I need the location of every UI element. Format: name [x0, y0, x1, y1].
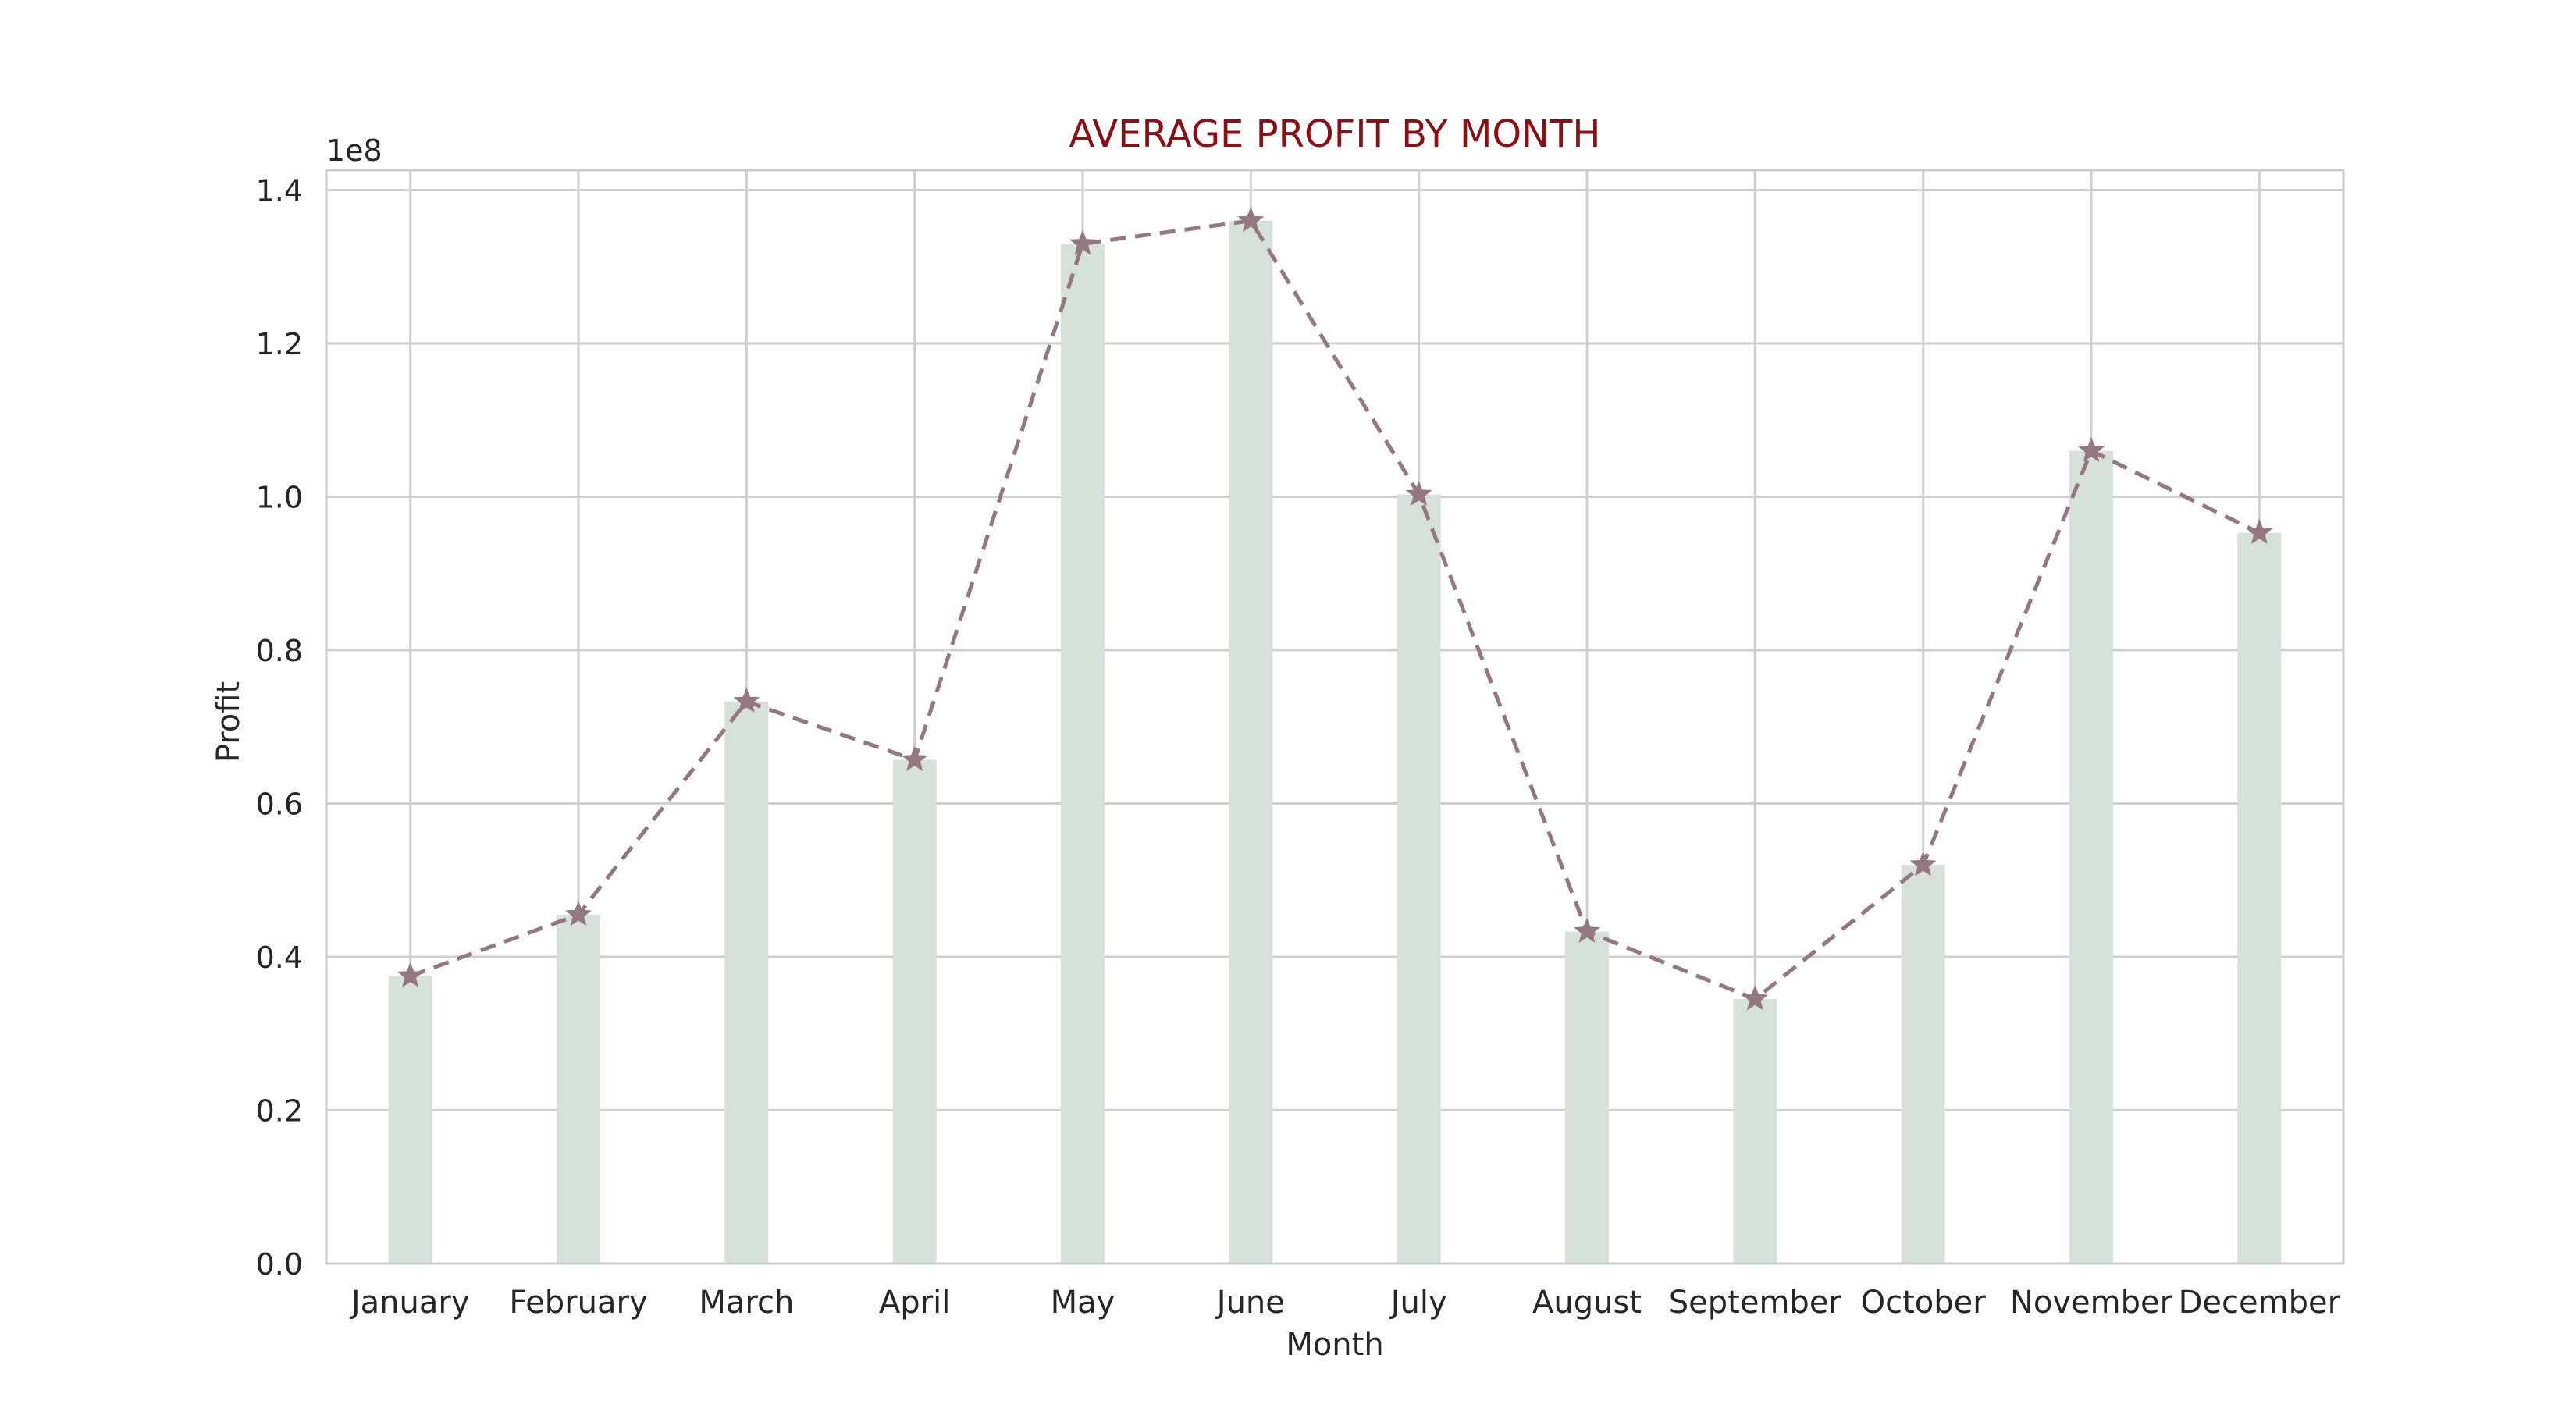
- bar-october: [1901, 865, 1945, 1264]
- y-axis-label: Profit: [211, 681, 247, 763]
- x-tick-label: October: [1861, 1285, 1987, 1321]
- bar-january: [388, 976, 432, 1264]
- grid-layer: [326, 170, 2343, 1265]
- star-marker-may: [1069, 229, 1096, 255]
- tick-layer: 0.0 0.2 0.4 0.6 0.8 1.0 1.2 1.4 January February M…: [256, 174, 2341, 1321]
- y-axis-offset-label: 1e8: [326, 133, 382, 168]
- bar-march: [724, 701, 769, 1264]
- star-marker-august: [1574, 917, 1600, 943]
- x-tick-label: June: [1215, 1285, 1285, 1321]
- x-tick-label: January: [349, 1285, 470, 1321]
- bar-august: [1565, 931, 1609, 1264]
- x-tick-label: February: [509, 1285, 647, 1321]
- y-tick-label: 1.2: [256, 327, 303, 361]
- plot-frame: [325, 169, 2345, 1265]
- y-tick-label: 0.6: [256, 788, 303, 822]
- star-marker-june: [1237, 207, 1265, 233]
- chart-title: AVERAGE PROFIT BY MONTH: [1069, 112, 1601, 156]
- x-tick-label: August: [1532, 1285, 1642, 1321]
- x-tick-label: May: [1051, 1285, 1115, 1321]
- bar-february: [557, 914, 600, 1264]
- x-tick-label: September: [1669, 1285, 1842, 1321]
- x-tick-label: July: [1389, 1285, 1447, 1321]
- y-tick-label: 0.8: [256, 634, 303, 668]
- bar-june: [1229, 220, 1273, 1264]
- y-tick-label: 1.4: [256, 174, 303, 208]
- spine-layer: [325, 169, 2345, 1265]
- bar-layer: [388, 220, 2282, 1264]
- trend-line: [409, 219, 2261, 1001]
- bar-july: [1397, 494, 1441, 1264]
- x-tick-label: March: [699, 1285, 794, 1321]
- bar-may: [1061, 244, 1105, 1264]
- star-marker-february: [565, 901, 592, 926]
- bar-december: [2237, 532, 2282, 1264]
- star-marker-march: [733, 688, 760, 713]
- star-marker-september: [1742, 985, 1769, 1011]
- bar-november: [2069, 450, 2113, 1264]
- y-tick-label: 1.0: [256, 481, 303, 515]
- star-marker-october: [1909, 851, 1937, 876]
- star-marker-july: [1405, 480, 1432, 506]
- line-layer: [397, 207, 2273, 1011]
- y-tick-label: 0.2: [256, 1094, 303, 1129]
- y-tick-label: 0.0: [256, 1247, 303, 1282]
- star-marker-december: [2246, 518, 2273, 545]
- bar-april: [892, 759, 937, 1264]
- x-tick-label: December: [2179, 1285, 2341, 1321]
- y-tick-label: 0.4: [256, 940, 303, 975]
- x-axis-label: Month: [1286, 1327, 1383, 1363]
- x-tick-label: April: [879, 1285, 950, 1321]
- star-marker-january: [397, 962, 424, 987]
- x-tick-label: November: [2010, 1285, 2173, 1321]
- star-marker-april: [901, 745, 928, 771]
- star-marker-november: [2078, 436, 2105, 462]
- bar-september: [1733, 999, 1777, 1264]
